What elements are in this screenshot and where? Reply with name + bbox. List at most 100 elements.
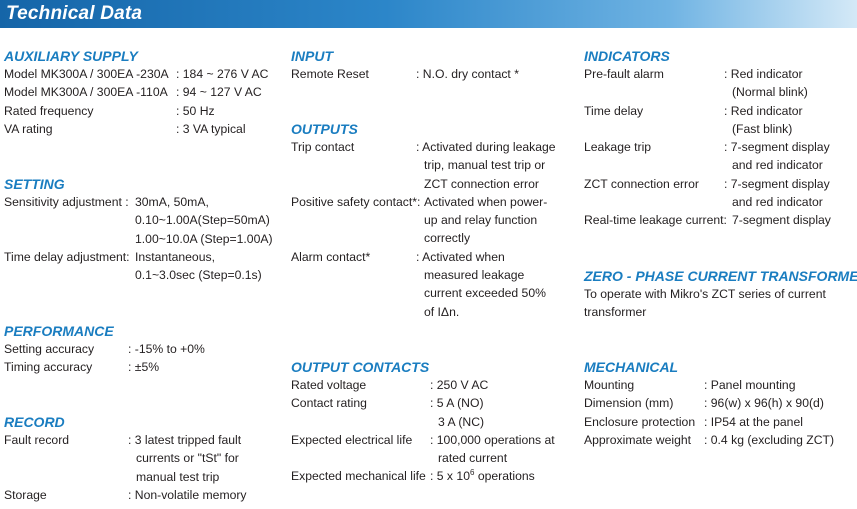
- section-indicators: INDICATORS Pre-fault alarm : Red indicat…: [584, 48, 831, 230]
- value-line: of IΔn.: [424, 304, 460, 319]
- value-line: 7-segment display: [732, 213, 831, 228]
- spec-row: Contact rating : 5 A (NO) 3 A (NC): [291, 394, 555, 431]
- spec-label: Real-time leakage current:: [584, 213, 727, 228]
- spec-value: : -15% to +0%: [128, 342, 205, 356]
- spec-value: : 184 ~ 276 V AC: [176, 67, 269, 81]
- value-line: current exceeded 50%: [424, 286, 546, 301]
- spec-row: Setting accuracy : -15% to +0%: [4, 340, 205, 358]
- spec-value: : 5 x 106 operations: [430, 467, 535, 485]
- value-line: 0.1~3.0sec (Step=0.1s): [135, 268, 262, 283]
- spec-label: VA rating: [4, 121, 53, 136]
- spec-label: Contact rating: [291, 396, 367, 411]
- value-line: up and relay function: [424, 213, 538, 228]
- value-line: 3 A (NC): [438, 414, 485, 429]
- spec-value: : 100,000 operations at rated current: [430, 431, 555, 468]
- value-line: : Red indicator: [724, 67, 803, 81]
- spec-value: : N.O. dry contact *: [416, 67, 519, 81]
- spec-label: Remote Reset: [291, 67, 369, 81]
- value-line: correctly: [424, 231, 471, 246]
- spec-label: Setting accuracy: [4, 342, 95, 356]
- spec-label: Alarm contact*: [291, 249, 371, 264]
- spec-label: Leakage trip: [584, 140, 652, 155]
- section-setting: SETTING Sensitivity adjustment : 30mA, 5…: [4, 176, 273, 284]
- spec-value: : Red indicator (Normal blink): [724, 65, 808, 102]
- section-title: MECHANICAL: [584, 359, 679, 375]
- value-line: : 5 A (NO): [430, 396, 484, 411]
- value-line: : 7-segment display: [724, 140, 830, 155]
- spec-value: 7-segment display: [732, 211, 831, 229]
- spec-row: Remote Reset : N.O. dry contact *: [291, 65, 519, 83]
- spec-value: : 50 Hz: [176, 103, 215, 118]
- text-line: transformer: [584, 305, 647, 320]
- section-title: OUTPUTS: [291, 121, 358, 137]
- page-title: Technical Data: [6, 3, 143, 24]
- spec-value: : 96(w) x 96(h) x 90(d): [704, 396, 824, 411]
- spec-row: Sensitivity adjustment : 30mA, 50mA, 0.1…: [4, 193, 273, 248]
- section-title: SETTING: [4, 176, 65, 192]
- spec-label: Dimension (mm): [584, 396, 674, 411]
- header-banner: Technical Data: [0, 0, 857, 28]
- spec-value: : 94 ~ 127 V AC: [176, 85, 262, 100]
- spec-value: : 3 latest tripped fault currents or "tS…: [128, 431, 241, 486]
- value-line: : 7-segment display: [724, 176, 830, 191]
- spec-value: : 7-segment display and red indicator: [724, 175, 830, 212]
- spec-row: Alarm contact* : Activated when measured…: [291, 248, 556, 321]
- spec-row: Timing accuracy: ±5%: [4, 358, 205, 376]
- value-line: measured leakage: [424, 268, 525, 283]
- spec-value: : ±5%: [128, 360, 160, 375]
- section-mechanical: MECHANICAL Mounting: Panel mounting Dime…: [584, 359, 834, 449]
- spec-row: Time delay adjustment: Instantaneous, 0.…: [4, 248, 273, 285]
- value-line: ZCT connection error: [424, 176, 539, 191]
- value-line: currents or "tSt" for: [136, 451, 239, 466]
- spec-value: : 0.4 kg (excluding ZCT): [704, 432, 835, 447]
- spec-row: Model MK300A / 300EA -230A: 184 ~ 276 V …: [4, 65, 269, 83]
- section-auxiliary-supply: AUXILIARY SUPPLY Model MK300A / 300EA -2…: [4, 48, 269, 138]
- spec-value: : Activated during leakage trip, manual …: [416, 138, 556, 193]
- spec-row: Storage : Non-volatile memory: [4, 486, 247, 504]
- spec-row: VA rating : 3 VA typical: [4, 120, 269, 138]
- spec-value: : 3 VA typical: [176, 121, 246, 136]
- spec-label: Storage: [4, 487, 47, 502]
- spec-row: Leakage trip : 7-segment display and red…: [584, 138, 831, 175]
- section-input: INPUT Remote Reset : N.O. dry contact *: [291, 48, 519, 83]
- spec-row: Time delay : Red indicator (Fast blink): [584, 102, 831, 139]
- value-line: trip, manual test trip or: [424, 158, 546, 173]
- value-line: (Fast blink): [732, 121, 793, 136]
- spec-value: : Non-volatile memory: [128, 487, 247, 502]
- section-outputs: OUTPUTS Trip contact : Activated during …: [291, 121, 556, 321]
- value-line: 1.00~10.0A (Step=1.00A): [135, 231, 273, 246]
- spec-label: Expected mechanical life: [291, 469, 426, 484]
- spec-value: : Activated when measured leakage curren…: [416, 248, 546, 321]
- value-line: and red indicator: [732, 158, 823, 173]
- value-line: Instantaneous,: [135, 249, 215, 264]
- spec-label: Model MK300A / 300EA -110A: [4, 85, 168, 100]
- section-performance: PERFORMANCE Setting accuracy: -15% to +0…: [4, 323, 205, 377]
- value-line: 0.10~1.00A(Step=50mA): [135, 213, 270, 228]
- spec-label: Rated frequency: [4, 103, 94, 118]
- section-title: AUXILIARY SUPPLY: [4, 48, 138, 64]
- section-title: INDICATORS: [584, 48, 670, 64]
- spec-row: Fault record : 3 latest tripped fault cu…: [4, 431, 247, 486]
- spec-label: Time delay: [584, 103, 644, 118]
- value-line: 30mA, 50mA,: [135, 195, 209, 209]
- spec-row: Trip contact : Activated during leakage …: [291, 138, 556, 193]
- section-title: INPUT: [291, 48, 333, 64]
- value-line: (Normal blink): [732, 85, 808, 100]
- spec-label: ZCT connection error: [584, 176, 699, 191]
- value-line: : 100,000 operations at: [430, 432, 555, 447]
- spec-row: Expected mechanical life : 5 x 106 opera…: [291, 467, 555, 485]
- value-line: rated current: [438, 451, 508, 466]
- spec-label: Sensitivity adjustment :: [4, 195, 129, 209]
- value-line: Activated when power-: [424, 194, 548, 209]
- spec-label: Expected electrical life: [291, 432, 413, 447]
- spec-value: : 7-segment display and red indicator: [724, 138, 830, 175]
- section-zct: ZERO - PHASE CURRENT TRANSFORMER To oper…: [584, 268, 857, 322]
- text-line: To operate with Mikro's ZCT series of cu…: [584, 287, 826, 301]
- spec-value: 30mA, 50mA, 0.10~1.00A(Step=50mA) 1.00~1…: [135, 193, 273, 248]
- spec-value: Activated when power- up and relay funct…: [424, 193, 547, 248]
- section-title: OUTPUT CONTACTS: [291, 359, 430, 375]
- spec-row: Model MK300A / 300EA -110A : 94 ~ 127 V A…: [4, 83, 269, 101]
- value-exponent: 6: [469, 468, 475, 478]
- value-text: : 5 x 10: [430, 469, 470, 484]
- spec-row: Enclosure protection: IP54 at the panel: [584, 413, 834, 431]
